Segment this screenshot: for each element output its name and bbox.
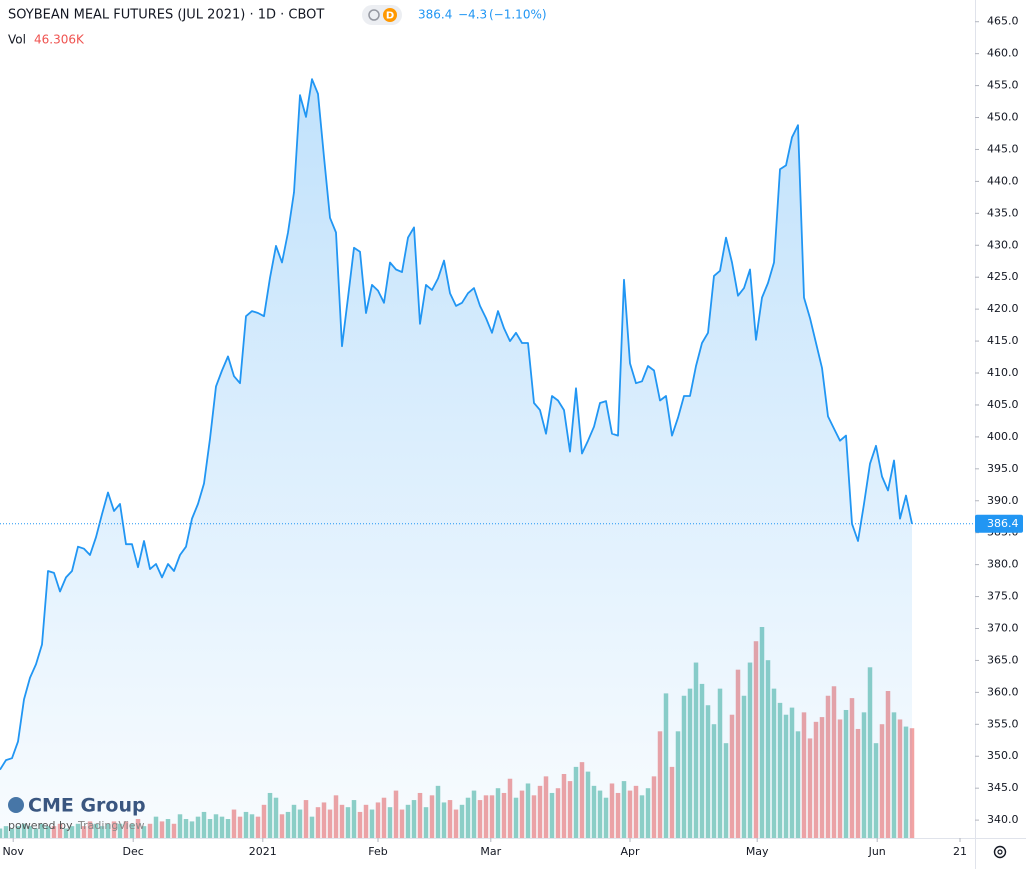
x-tick-label: Dec	[123, 845, 144, 858]
y-tick-label: 410.0	[987, 366, 1019, 379]
y-tick-label: 460.0	[987, 47, 1019, 60]
x-tick-label: Jun	[868, 845, 886, 858]
y-tick-label: 395.0	[987, 462, 1019, 475]
y-tick-label: 455.0	[987, 79, 1019, 92]
x-tick-label: Feb	[368, 845, 387, 858]
y-tick-label: 415.0	[987, 334, 1019, 347]
y-tick-label: 355.0	[987, 717, 1019, 730]
volume-value: 46.306K	[34, 33, 85, 47]
price-layer	[0, 78, 975, 838]
y-tick-label: 405.0	[987, 398, 1019, 411]
powered-by-brand: TradingView	[77, 819, 144, 832]
x-tick-label: Apr	[620, 845, 640, 858]
y-tick-label: 365.0	[987, 653, 1019, 666]
y-tick-label: 340.0	[987, 813, 1019, 826]
settings-button[interactable]	[993, 845, 1007, 859]
x-tick-label: 21	[953, 845, 967, 858]
chart-title: SOYBEAN MEAL FUTURES (JUL 2021) · 1D · C…	[8, 8, 324, 23]
y-tick-label: 345.0	[987, 781, 1019, 794]
price-area	[0, 79, 912, 838]
x-tick-label: 2021	[249, 845, 277, 858]
y-tick-label: 380.0	[987, 558, 1019, 571]
volume-name: Vol	[8, 33, 26, 47]
y-tick-label: 375.0	[987, 590, 1019, 603]
logo-globe	[8, 797, 24, 813]
y-tick-label: 450.0	[987, 111, 1019, 124]
gear-icon[interactable]	[993, 845, 1007, 859]
x-tick-label: Mar	[480, 845, 501, 858]
y-tick-label: 420.0	[987, 302, 1019, 315]
badge-text: D	[386, 11, 394, 22]
y-tick-label: 350.0	[987, 749, 1019, 762]
y-tick-label: 425.0	[987, 270, 1019, 283]
x-tick-label: May	[746, 845, 769, 858]
last-price-tag	[975, 514, 1023, 533]
gear-hub	[997, 849, 1003, 855]
price-line	[0, 78, 913, 771]
y-tick-label: 430.0	[987, 238, 1019, 251]
price-change: −4.3	[458, 8, 487, 22]
y-tick-label: 400.0	[987, 430, 1019, 443]
last-price: 386.4	[418, 8, 452, 22]
badge	[383, 8, 397, 22]
logo: CME Group powered by TradingView	[8, 795, 146, 832]
x-tick-label: Nov	[2, 845, 24, 858]
legend-header: SOYBEAN MEAL FUTURES (JUL 2021) · 1D · C…	[8, 5, 547, 47]
y-tick-label: 445.0	[987, 142, 1019, 155]
y-tick-label: 435.0	[987, 206, 1019, 219]
axes: 340.0 345.0 350.0 355.0 360.0 365.0 370.0 375.0…	[2, 15, 1023, 858]
eye-icon	[368, 9, 380, 21]
price-change-pct: (−1.10%)	[489, 8, 547, 22]
last-price-tag-label: 386.4	[987, 517, 1019, 530]
logo-text: CME Group	[28, 795, 146, 817]
y-tick-label: 440.0	[987, 174, 1019, 187]
powered-by: powered by	[8, 819, 73, 832]
y-tick-label: 390.0	[987, 494, 1019, 507]
y-tick-label: 370.0	[987, 622, 1019, 635]
y-tick-label: 465.0	[987, 15, 1019, 28]
y-tick-label: 360.0	[987, 685, 1019, 698]
